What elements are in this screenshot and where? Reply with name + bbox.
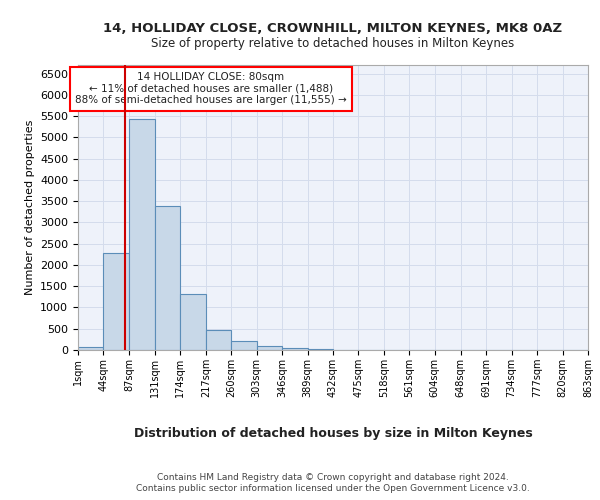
Bar (206, 330, 231, 350)
Text: Distribution of detached houses by size in Milton Keynes: Distribution of detached houses by size … (134, 428, 532, 440)
Bar (155, 206, 181, 350)
Bar (257, 346, 282, 350)
Bar (231, 342, 257, 350)
Text: 14, HOLLIDAY CLOSE, CROWNHILL, MILTON KEYNES, MK8 0AZ: 14, HOLLIDAY CLOSE, CROWNHILL, MILTON KE… (103, 22, 563, 36)
Bar (282, 348, 308, 350)
Text: Size of property relative to detached houses in Milton Keynes: Size of property relative to detached ho… (151, 38, 515, 51)
Bar (308, 348, 333, 350)
Text: 14 HOLLIDAY CLOSE: 80sqm
← 11% of detached houses are smaller (1,488)
88% of sem: 14 HOLLIDAY CLOSE: 80sqm ← 11% of detach… (75, 72, 346, 106)
Bar (103, 252, 129, 350)
Bar (181, 294, 206, 350)
Text: Contains public sector information licensed under the Open Government Licence v3: Contains public sector information licen… (136, 484, 530, 493)
Text: Contains HM Land Registry data © Crown copyright and database right 2024.: Contains HM Land Registry data © Crown c… (157, 472, 509, 482)
Y-axis label: Number of detached properties: Number of detached properties (25, 120, 35, 295)
Bar (78, 347, 103, 350)
Bar (129, 120, 155, 350)
